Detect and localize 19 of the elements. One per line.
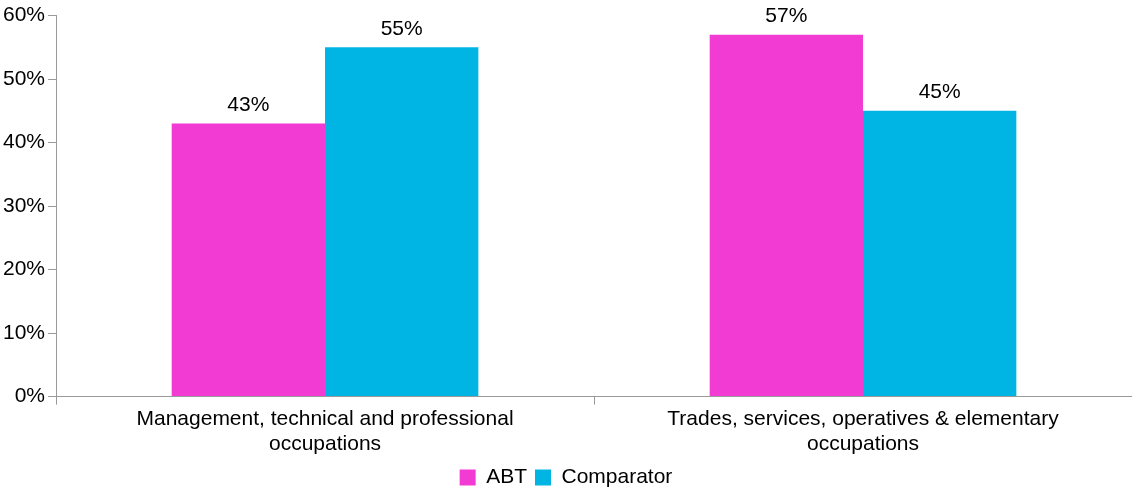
legend-label: Comparator	[561, 464, 673, 488]
y-tick-label: 40%	[3, 129, 46, 153]
y-tick-label: 60%	[3, 2, 46, 26]
bar	[325, 47, 479, 397]
bar	[171, 123, 326, 397]
bar	[863, 110, 1017, 397]
y-tick-label: 20%	[3, 256, 46, 280]
x-tick-label: Trades, services, operatives & elementary occupations	[667, 406, 1060, 455]
bar	[709, 34, 864, 397]
y-tick-label: 50%	[3, 65, 46, 89]
legend-label: ABT	[486, 464, 528, 488]
y-tick-label: 30%	[3, 192, 46, 216]
data-label: 45%	[918, 79, 961, 103]
y-tick-label: 0%	[14, 383, 46, 407]
data-label: 55%	[380, 15, 423, 39]
x-tick-label: Management, technical and professional occupations	[136, 406, 514, 455]
y-tick-label: 10%	[3, 319, 46, 343]
data-label: 57%	[765, 2, 808, 26]
data-label: 43%	[227, 91, 270, 115]
